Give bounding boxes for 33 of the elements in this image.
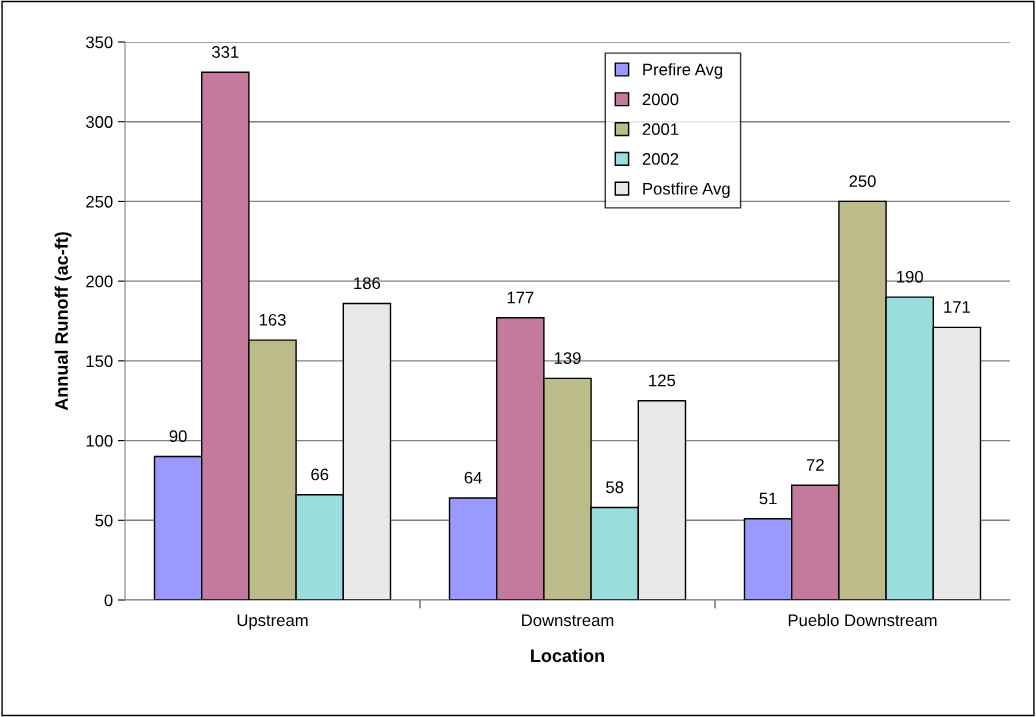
y-tick-label: 300 xyxy=(86,116,113,128)
y-tick-label: 0 xyxy=(104,594,113,607)
x-tick-label: Upstream xyxy=(237,614,308,630)
y-tick-label: 250 xyxy=(86,195,113,208)
data-label: 186 xyxy=(354,277,381,290)
x-tick-label: Downstream xyxy=(522,614,614,627)
data-label: 177 xyxy=(507,291,534,304)
legend-label: Postfire Avg xyxy=(643,182,730,198)
y-tick-label: 50 xyxy=(95,514,113,527)
data-label: 331 xyxy=(212,46,239,58)
legend-label: 2000 xyxy=(642,93,679,106)
data-label: 139 xyxy=(554,352,581,364)
data-label: 64 xyxy=(464,471,482,484)
data-label: 190 xyxy=(897,270,923,283)
legend-label: Prefire Avg xyxy=(643,63,723,79)
data-label: 66 xyxy=(311,468,329,481)
legend-label: 2001 xyxy=(642,123,679,136)
y-axis-title: Annual Runoff (ac-ft) xyxy=(54,232,72,411)
y-tick-label: 150 xyxy=(86,355,113,368)
x-axis-title: Location xyxy=(531,648,604,663)
data-label: 171 xyxy=(944,301,970,313)
data-label: 125 xyxy=(649,374,676,387)
x-tick-label: Pueblo Downstream xyxy=(788,613,937,627)
data-label: 58 xyxy=(606,481,624,494)
data-label: 72 xyxy=(806,459,824,471)
y-tick-label: 100 xyxy=(86,434,113,447)
data-label: 163 xyxy=(259,313,286,326)
y-tick-label: 200 xyxy=(86,275,113,288)
y-tick-label: 350 xyxy=(86,36,113,49)
data-label: 51 xyxy=(759,492,777,505)
data-label: 90 xyxy=(169,430,187,443)
data-label: 250 xyxy=(849,175,876,188)
legend-label: 2002 xyxy=(642,153,679,165)
